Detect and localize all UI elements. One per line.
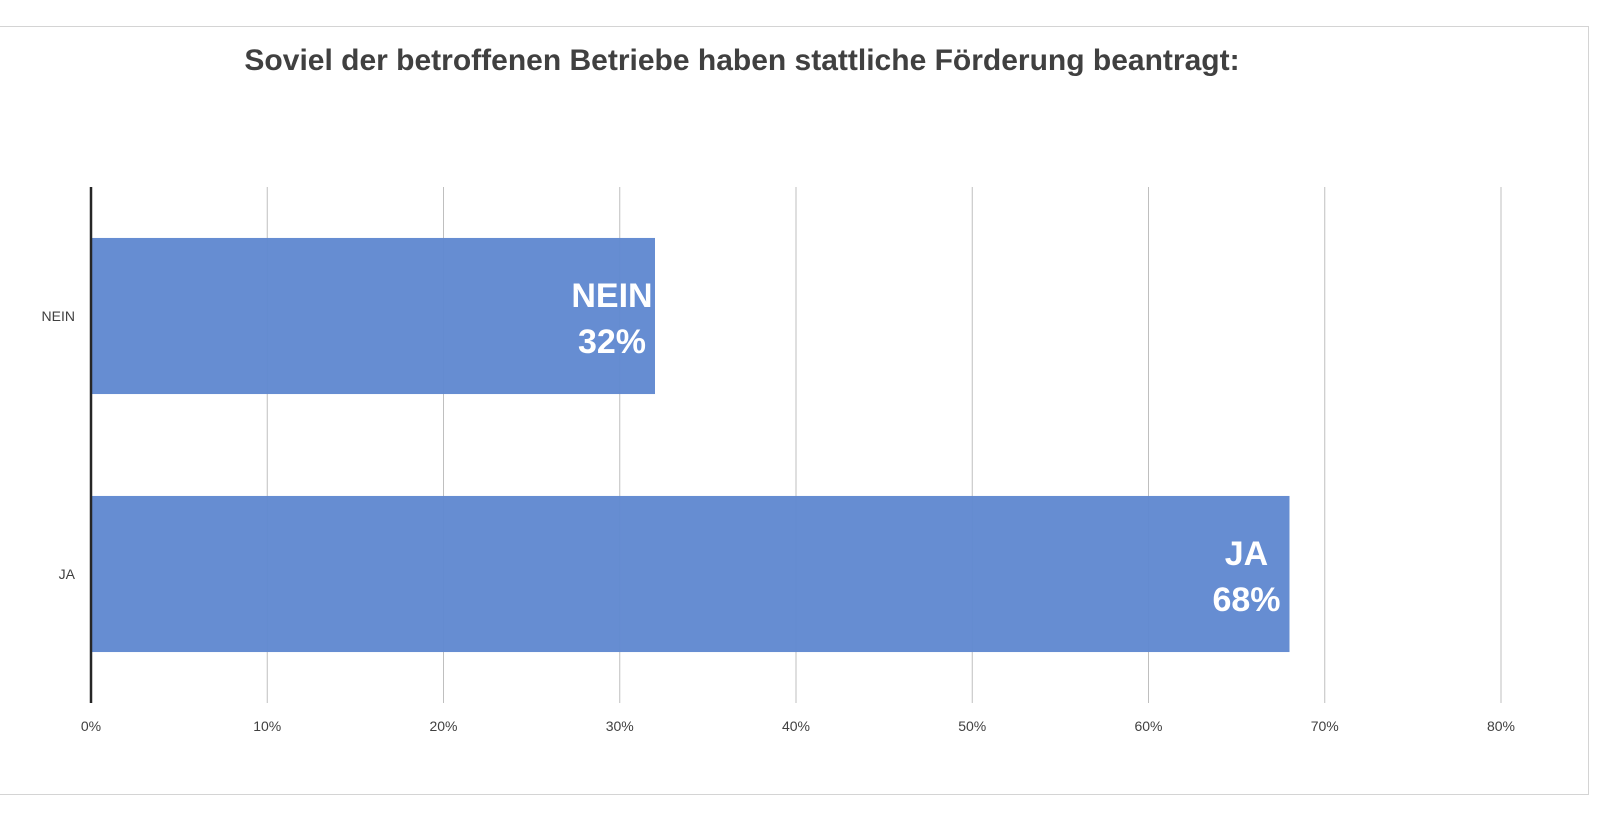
x-tick-label: 60% bbox=[1134, 718, 1162, 734]
data-label-value: 32% bbox=[578, 323, 646, 361]
chart-title: Soviel der betroffenen Betriebe haben st… bbox=[244, 44, 1240, 77]
data-label-value: 68% bbox=[1212, 581, 1280, 619]
x-tick-label: 40% bbox=[782, 718, 810, 734]
x-tick-label: 30% bbox=[606, 718, 634, 734]
labels: 0% 10% 20% 30% 40% 50% 60% 70% 80% NEIN NEIN 32% JA J… bbox=[42, 277, 1515, 734]
bars bbox=[91, 237, 1290, 653]
y-tick-label: NEIN bbox=[42, 308, 75, 324]
bar bbox=[91, 495, 1290, 653]
x-tick-label: 70% bbox=[1311, 718, 1339, 734]
data-label-name: NEIN bbox=[571, 277, 652, 315]
x-tick-label: 20% bbox=[429, 718, 457, 734]
chart-area bbox=[0, 26, 1589, 795]
y-tick-label: JA bbox=[59, 566, 76, 582]
bar bbox=[91, 237, 655, 395]
x-tick-label: 50% bbox=[958, 718, 986, 734]
data-label-name: JA bbox=[1225, 535, 1268, 573]
x-tick-label: 10% bbox=[253, 718, 281, 734]
x-tick-label: 0% bbox=[81, 718, 101, 734]
x-tick-label: 80% bbox=[1487, 718, 1515, 734]
